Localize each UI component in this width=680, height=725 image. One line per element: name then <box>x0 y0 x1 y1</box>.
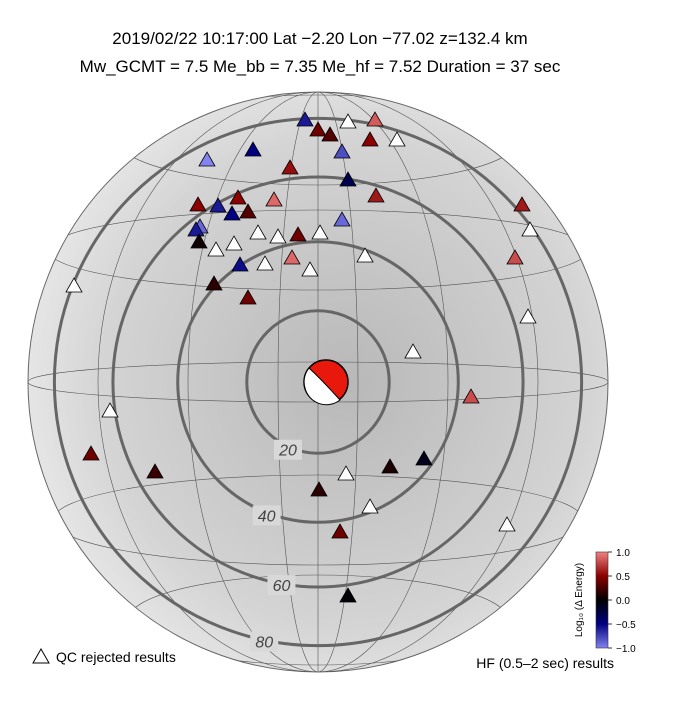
station <box>366 111 384 127</box>
station <box>269 228 287 244</box>
station <box>265 191 283 207</box>
station <box>239 203 257 219</box>
station <box>209 197 227 213</box>
station <box>101 402 119 418</box>
colorbar-tick-label: −1.0 <box>616 644 636 655</box>
distance-ring <box>176 240 460 524</box>
distance-ring <box>111 175 525 589</box>
station <box>339 171 357 187</box>
station <box>82 445 100 461</box>
station <box>289 226 307 242</box>
legend-hf: HF (0.5–2 sec) results <box>476 655 614 671</box>
ring-label: 80 <box>255 635 273 652</box>
station <box>333 143 351 159</box>
station <box>462 388 480 404</box>
colorbar-tick-label: 0.0 <box>616 596 630 607</box>
station <box>381 458 399 474</box>
station <box>339 113 357 129</box>
station <box>231 256 249 272</box>
station <box>337 465 355 481</box>
ring-label-bg <box>267 575 296 596</box>
colorbar-label: Log₁₀ (Δ Energy) <box>574 563 585 637</box>
colorbar <box>595 551 609 649</box>
station <box>244 141 262 157</box>
ring-label: 40 <box>258 508 276 525</box>
station <box>404 343 422 359</box>
station <box>296 111 314 127</box>
station <box>311 224 329 240</box>
station <box>225 235 243 251</box>
ring-label-bg <box>252 505 281 526</box>
station <box>281 159 299 175</box>
station <box>65 277 83 293</box>
station <box>519 308 537 324</box>
station <box>301 261 319 277</box>
station <box>361 131 379 147</box>
station <box>283 249 301 265</box>
station <box>146 463 164 479</box>
station <box>309 121 327 137</box>
colorbar-tick-label: −0.5 <box>616 620 636 631</box>
station <box>190 233 208 249</box>
station <box>198 151 216 167</box>
station <box>388 131 406 147</box>
station <box>223 205 241 221</box>
station <box>521 221 539 237</box>
distance-ring <box>245 309 391 455</box>
station <box>189 196 207 212</box>
distance-ring <box>52 116 584 648</box>
title-line1: 2019/02/22 10:17:00 Lat −2.20 Lon −77.02… <box>112 29 527 48</box>
legend-rejected: QC rejected results <box>56 649 176 665</box>
station <box>310 481 328 497</box>
station <box>361 498 379 514</box>
station <box>339 587 357 603</box>
station <box>205 275 223 291</box>
ring-label: 60 <box>273 578 291 595</box>
station <box>513 196 531 212</box>
focal-mechanism <box>303 359 349 406</box>
station <box>331 523 349 539</box>
legend-triangle <box>32 647 50 664</box>
station <box>356 247 374 263</box>
ring-label-bg <box>250 631 279 652</box>
colorbar-tick-label: 0.5 <box>616 572 630 583</box>
station <box>229 189 247 205</box>
station <box>187 221 205 237</box>
station <box>498 516 516 532</box>
station <box>506 249 524 265</box>
station <box>249 224 267 240</box>
ring-label: 20 <box>278 443 297 460</box>
title-line2: Mw_GCMT = 7.5 Me_bb = 7.35 Me_hf = 7.52 … <box>80 57 561 76</box>
station <box>321 126 339 142</box>
ring-label-bg <box>273 439 302 460</box>
station <box>333 211 351 227</box>
station <box>415 450 433 466</box>
station <box>239 289 257 305</box>
station <box>256 255 274 271</box>
station <box>207 241 225 257</box>
colorbar-tick-label: 1.0 <box>616 548 630 559</box>
station <box>367 187 385 203</box>
